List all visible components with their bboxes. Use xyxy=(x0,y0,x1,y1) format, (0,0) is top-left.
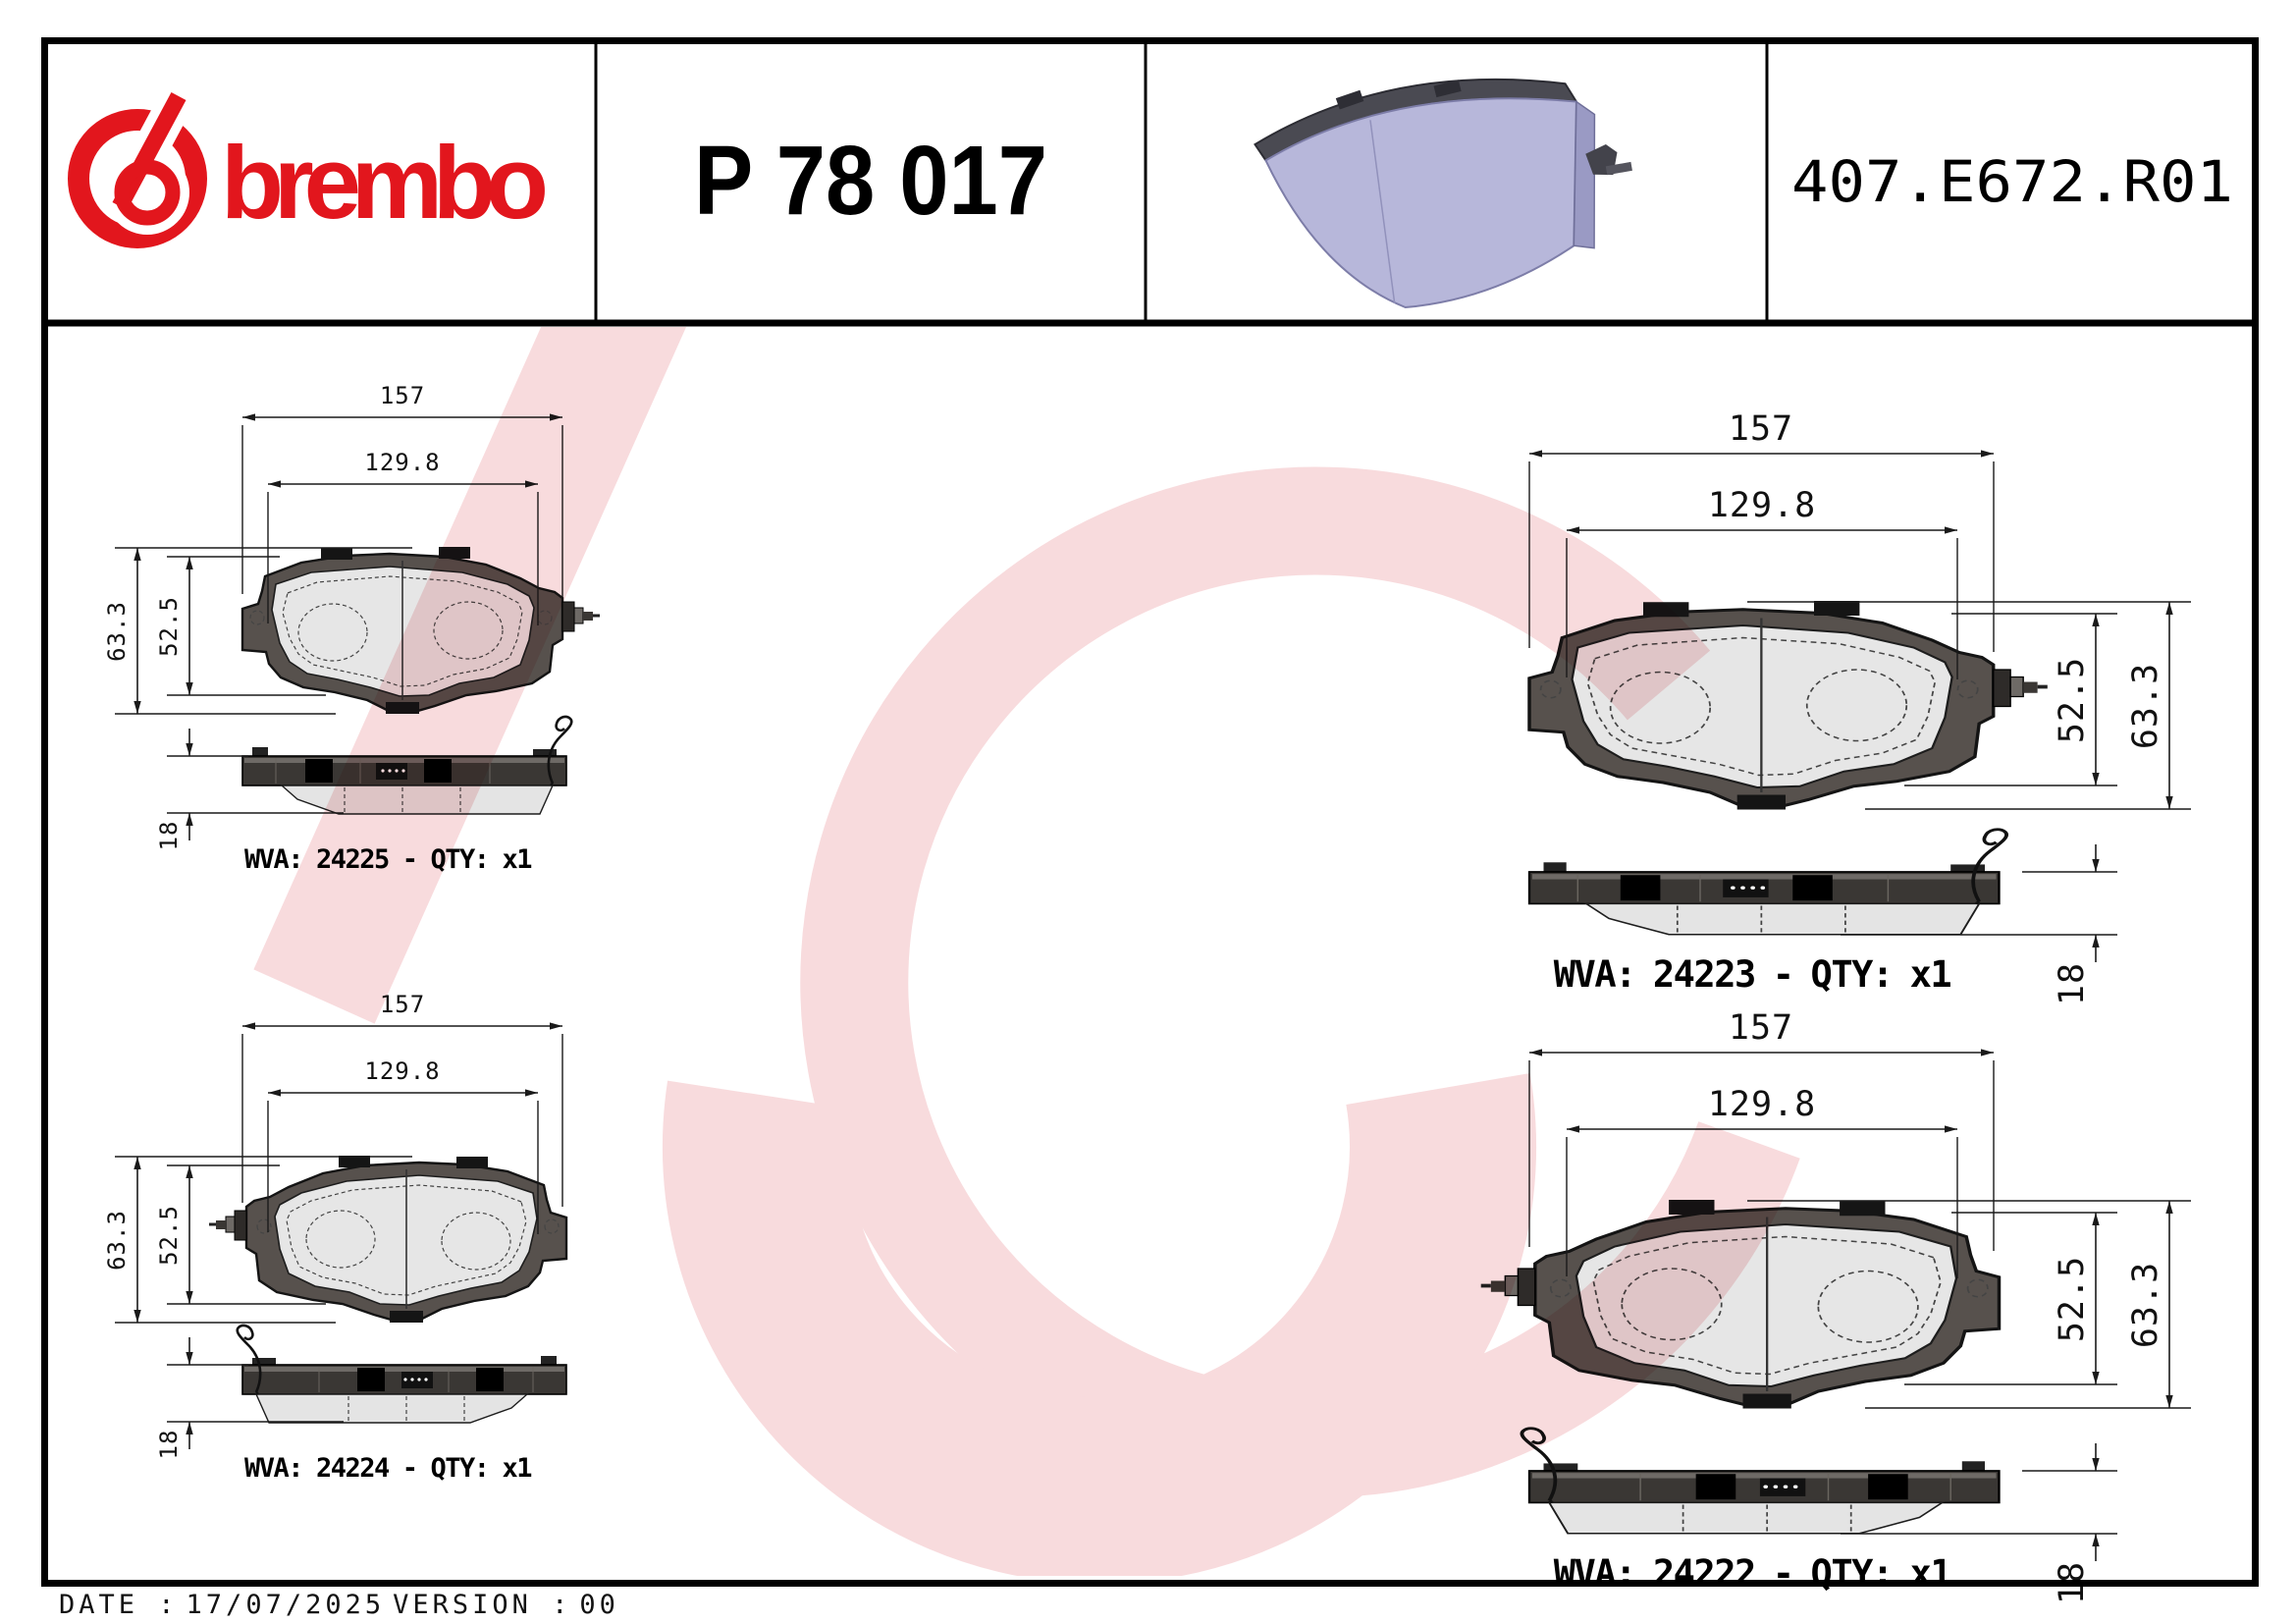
brembo-emblem-icon xyxy=(68,87,207,248)
wva-number: 24223 xyxy=(1653,953,1755,996)
wva-line: WVA: 24224- QTY: x1 xyxy=(244,1453,531,1484)
qty-label: QTY: xyxy=(1811,953,1893,996)
qty-label: QTY: xyxy=(431,844,489,875)
dim-pad-width: 129.8 xyxy=(364,449,440,476)
wva-label: WVA: xyxy=(1554,1552,1635,1595)
dim-width-total: 157 xyxy=(380,991,425,1018)
dim-pad-width: 129.8 xyxy=(364,1057,440,1085)
version-value: 00 xyxy=(579,1590,619,1620)
watermark-b-stem xyxy=(253,327,687,1024)
dim-thickness: 18 xyxy=(155,821,183,851)
dim-thickness: 18 xyxy=(2053,962,2092,1005)
dim-pad-width: 129.8 xyxy=(1708,486,1816,525)
wva-label: WVA: xyxy=(244,844,302,875)
dim-width-total: 157 xyxy=(1729,1008,1793,1048)
wva-line: WVA: 24225- QTY: x1 xyxy=(244,844,531,875)
brembo-emblem-watermark xyxy=(253,327,1800,1576)
date-label: DATE : xyxy=(59,1590,179,1620)
date-value: 17/07/2025 xyxy=(187,1590,386,1620)
footer-date-version: DATE : 17/07/2025 VERSION : 00 xyxy=(59,1590,619,1620)
dimension-labels: 157 129.8 63.3 52.5 18 157 129.8 63.3 52… xyxy=(103,382,2165,1604)
version-label: VERSION : xyxy=(393,1590,571,1620)
separator: - xyxy=(402,844,417,875)
quadrant-bottom-left xyxy=(115,1026,566,1449)
wva-number: 24222 xyxy=(1653,1552,1755,1595)
wva-line: WVA: 24222- QTY: x1 xyxy=(1554,1552,1951,1595)
dim-height-total: 63.3 xyxy=(103,1210,131,1271)
watermark-ring-arc xyxy=(800,466,1800,1498)
qty-label: QTY: xyxy=(431,1453,489,1484)
dim-pad-height: 52.5 xyxy=(155,596,183,657)
qty-label: QTY: xyxy=(1811,1552,1893,1595)
product-photo xyxy=(1254,78,1632,309)
qty-value: x1 xyxy=(503,844,532,875)
dim-height-total: 63.3 xyxy=(2126,663,2165,749)
header: brembo P 78 017 407.E672.R01 xyxy=(48,44,2252,320)
dim-width-total: 157 xyxy=(380,382,425,409)
part-number: P 78 017 xyxy=(694,126,1047,236)
dim-thickness: 18 xyxy=(155,1430,183,1460)
dim-height-total: 63.3 xyxy=(2126,1262,2165,1348)
dim-height-total: 63.3 xyxy=(103,601,131,662)
wva-number: 24225 xyxy=(316,844,389,875)
wva-label: WVA: xyxy=(1554,953,1635,996)
brand-wordmark: brembo xyxy=(221,126,546,241)
brembo-logo: brembo xyxy=(68,87,550,248)
wva-line: WVA: 24223- QTY: x1 xyxy=(1554,953,1951,996)
wva-labels: WVA: 24225- QTY: x1 WVA: 24223- QTY: x1 WVA: 24… xyxy=(244,844,1952,1595)
separator: - xyxy=(1773,953,1793,996)
qty-value: x1 xyxy=(1910,953,1951,996)
dim-width-total: 157 xyxy=(1729,409,1793,449)
dim-pad-height: 52.5 xyxy=(155,1205,183,1266)
dim-pad-width: 129.8 xyxy=(1708,1085,1816,1124)
dim-pad-height: 52.5 xyxy=(2053,1256,2092,1342)
separator: - xyxy=(402,1453,417,1484)
watermark-b-bowl-arc xyxy=(663,1073,1536,1576)
qty-value: x1 xyxy=(1910,1552,1951,1595)
wva-number: 24224 xyxy=(316,1453,390,1484)
separator: - xyxy=(1773,1552,1793,1595)
reference-code: 407.E672.R01 xyxy=(1791,148,2233,215)
page-borders xyxy=(41,37,2259,1587)
wva-label: WVA: xyxy=(244,1453,302,1484)
qty-value: x1 xyxy=(503,1453,532,1484)
dim-pad-height: 52.5 xyxy=(2053,657,2092,743)
